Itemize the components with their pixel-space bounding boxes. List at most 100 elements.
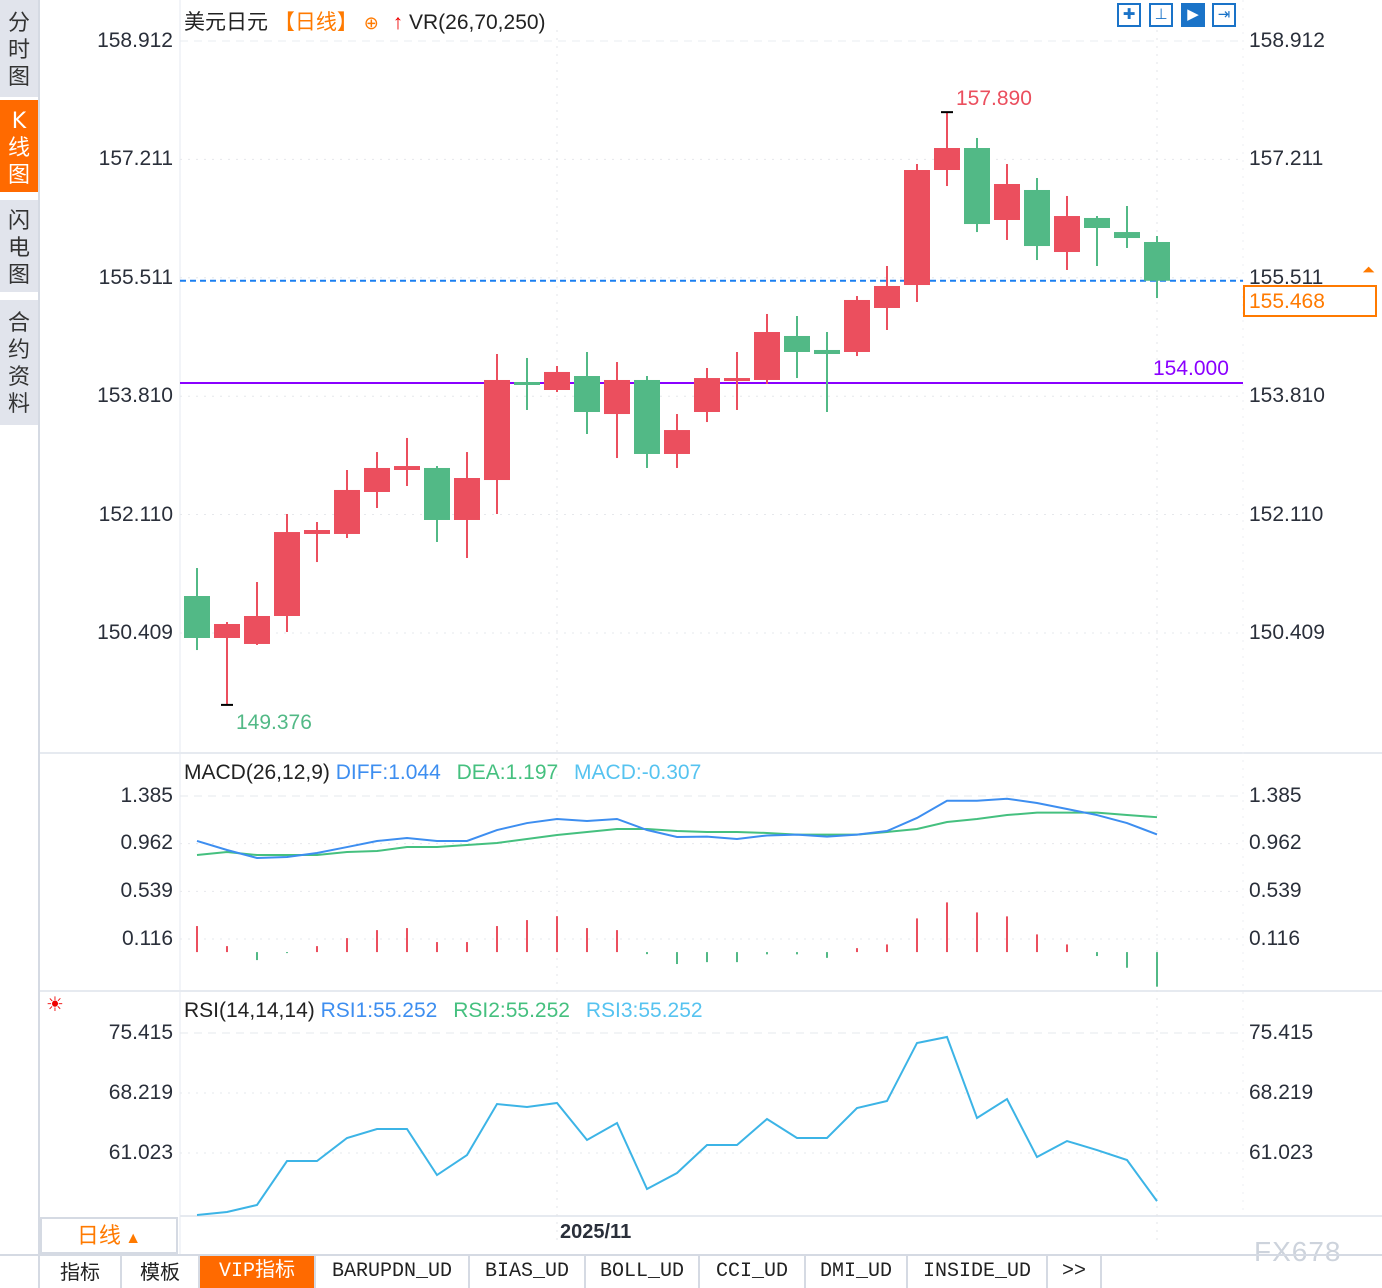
rsi-tick-left: 75.415 (108, 1021, 173, 1044)
rsi-title: RSI(14,14,14) (184, 999, 315, 1022)
tab-inside[interactable]: INSIDE_UD (908, 1256, 1048, 1288)
candle-body (304, 530, 330, 534)
price-tick-left: 155.511 (98, 266, 173, 289)
price-tick-right: 157.211 (1249, 147, 1324, 170)
next-icon[interactable]: ⇥ (1212, 3, 1236, 27)
candle-body (394, 466, 420, 470)
candle-body (364, 467, 390, 492)
add-indicator-icon[interactable]: ⊕ (363, 13, 379, 33)
sidebar-tab-contract-info[interactable]: 合约资料 (0, 300, 38, 425)
candle-body (214, 623, 240, 638)
play-icon[interactable]: ▶ (1181, 3, 1205, 27)
sidebar-tab-kline-chart[interactable]: K线图 (0, 100, 38, 192)
tab-label: 闪电图 (8, 209, 31, 288)
candle-body (514, 381, 540, 385)
level-line-label[interactable]: 154.000 (1153, 357, 1229, 380)
period-selector[interactable]: 日线 ▲ (40, 1217, 178, 1254)
candle-body (994, 183, 1020, 220)
tab-barupdn[interactable]: BARUPDN_UD (316, 1256, 470, 1288)
dea-line (196, 811, 1158, 857)
candle-body (904, 170, 930, 286)
tab-more[interactable]: >> (1048, 1256, 1102, 1288)
price-tick-right: 158.912 (1249, 29, 1325, 52)
caret-up-icon: ▲ (120, 1230, 142, 1247)
tabbar-divider (0, 1254, 1382, 1256)
macd-tick-left: 0.539 (120, 879, 173, 902)
macd-tick-left: 1.385 (120, 784, 173, 807)
candle-body (1084, 217, 1110, 228)
macd-tick-left: 0.116 (122, 927, 173, 950)
indicator-switch-icon[interactable]: ↑ (392, 11, 404, 34)
candle-body (574, 376, 600, 413)
candle-body (844, 299, 870, 352)
scroll-up-icon[interactable]: ⏶ (1362, 262, 1375, 279)
tab-label: 合约资料 (8, 311, 31, 417)
symbol-name: 美元日元 (184, 11, 268, 34)
rsi-tick-left: 68.219 (108, 1081, 173, 1104)
tab-boll[interactable]: BOLL_UD (586, 1256, 700, 1288)
crosshair-icon[interactable]: ✚ (1117, 3, 1141, 27)
price-tick-right: 150.409 (1249, 621, 1325, 644)
tab-templates[interactable]: 模板 (122, 1256, 200, 1288)
candle-body (934, 148, 960, 171)
candle-body (964, 148, 990, 225)
settings-sun-icon[interactable]: ☀ (46, 994, 64, 1016)
candle-body (724, 378, 750, 382)
rsi1-value: RSI1:55.252 (320, 999, 438, 1022)
rsi1-line (196, 1035, 1158, 1216)
candle-body (1024, 189, 1050, 247)
candle-body (334, 489, 360, 534)
range-icon[interactable]: ⊥ (1149, 3, 1173, 27)
price-tick-right: 152.110 (1249, 503, 1324, 526)
chart-canvas[interactable] (0, 0, 1382, 1256)
candle-body (1144, 241, 1170, 281)
candle-body (784, 335, 810, 352)
date-tick: 2025/11 (560, 1221, 632, 1243)
period-selector-label: 日线 (76, 1223, 121, 1248)
candle-body (424, 467, 450, 520)
candle-body (604, 379, 630, 415)
sidebar-tab-flash-chart[interactable]: 闪电图 (0, 200, 38, 292)
tab-vip-indicators[interactable]: VIP指标 (200, 1256, 316, 1288)
sidebar-tab-time-chart[interactable]: 分时图 (0, 0, 38, 97)
candle-body (694, 378, 720, 413)
candle-body (274, 532, 300, 616)
candle-body (874, 285, 900, 308)
tab-dmi[interactable]: DMI_UD (806, 1256, 908, 1288)
tab-label: K线图 (8, 109, 31, 188)
macd-tick-right: 1.385 (1249, 784, 1302, 807)
tab-bias[interactable]: BIAS_UD (470, 1256, 586, 1288)
candle-body (814, 349, 840, 355)
diff-line (196, 797, 1158, 859)
price-tick-left: 150.409 (97, 621, 173, 644)
candle-body (454, 478, 480, 520)
diff-value: DIFF:1.044 (335, 761, 441, 784)
rsi2-value: RSI2:55.252 (453, 999, 570, 1022)
rsi3-value: RSI3:55.252 (585, 999, 703, 1022)
tab-cci[interactable]: CCI_UD (700, 1256, 806, 1288)
candle-body (634, 379, 660, 454)
watermark-logo: FX678 (1254, 1236, 1342, 1267)
indicator-label[interactable]: VR(26,70,250) (408, 11, 546, 34)
candle-body (664, 430, 690, 454)
macd-tick-left: 0.962 (120, 831, 173, 854)
macd-tick-right: 0.116 (1249, 927, 1300, 950)
candle-body (1114, 232, 1140, 239)
macd-tick-right: 0.962 (1249, 831, 1302, 854)
period-label[interactable]: 【日线】 (273, 11, 358, 34)
candle-body (244, 615, 270, 644)
candle-body (484, 379, 510, 481)
rsi-legend: RSI(14,14,14) RSI1:55.252 RSI2:55.252 RS… (184, 999, 703, 1023)
rsi-tick-right: 68.219 (1249, 1081, 1314, 1104)
macd-tick-right: 0.539 (1249, 879, 1302, 902)
tab-indicators[interactable]: 指标 (40, 1256, 122, 1288)
price-tick-left: 153.810 (97, 384, 173, 407)
candle-body (1054, 216, 1080, 253)
candle-body (544, 371, 570, 391)
dea-value: DEA:1.197 (456, 761, 559, 784)
rsi-tick-right: 75.415 (1249, 1021, 1314, 1044)
price-tick-left: 157.211 (98, 147, 173, 170)
price-tick-right: 155.511 (1249, 266, 1324, 289)
candle-body (184, 596, 210, 638)
sidebar: 分时图 K线图 闪电图 合约资料 (0, 0, 40, 1288)
